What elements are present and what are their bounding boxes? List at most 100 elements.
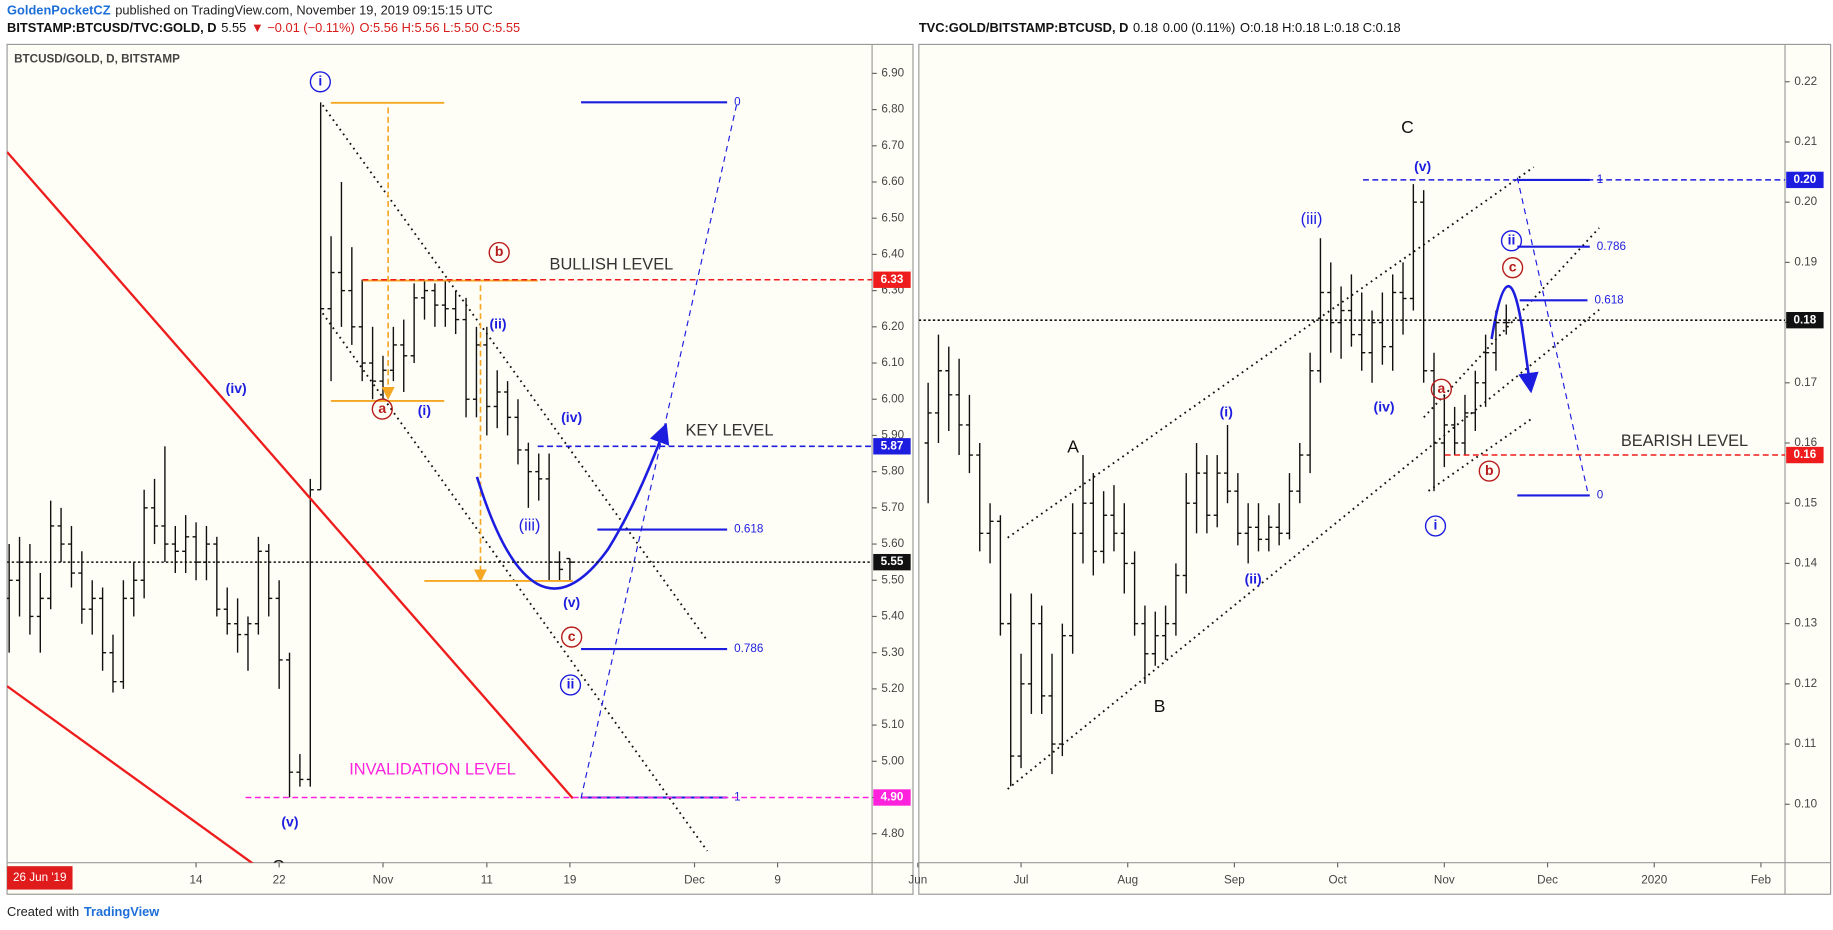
level-label: 0.20 xyxy=(1794,173,1817,186)
y-tick-label: 0.15 xyxy=(1794,496,1817,509)
level-caption: KEY LEVEL xyxy=(686,422,774,440)
y-tick-label: 5.20 xyxy=(881,682,904,695)
ohlc: O:5.56 H:5.56 L:5.50 C:5.55 xyxy=(360,21,521,36)
wave-label: C xyxy=(1401,117,1414,137)
fib-label: 0 xyxy=(734,95,741,108)
level-badge xyxy=(1786,311,1824,329)
wave-label: B xyxy=(1154,696,1166,716)
y-tick-label: 6.80 xyxy=(881,103,904,116)
y-tick-label: 0.17 xyxy=(1794,376,1817,389)
change: ▼ −0.01 (−0.11%) xyxy=(251,21,355,36)
x-tick-label: 19 xyxy=(563,873,576,886)
wave-label: b xyxy=(495,243,504,259)
y-tick-label: 4.80 xyxy=(881,827,904,840)
x-tick-label: 14 xyxy=(190,873,203,886)
wave-label: (iv) xyxy=(1374,399,1395,415)
level-label: 0.18 xyxy=(1794,313,1817,326)
level-badge xyxy=(873,438,911,455)
drawing xyxy=(1007,166,1535,539)
wave-circle xyxy=(1502,257,1524,279)
level-label: 5.87 xyxy=(881,439,904,452)
x-tick-label: Feb xyxy=(1751,873,1771,886)
left-panel xyxy=(6,43,914,895)
wave-label: (i) xyxy=(1220,403,1233,419)
published: published on TradingView.com, November 1… xyxy=(115,3,492,18)
y-tick-label: 0.10 xyxy=(1794,797,1817,810)
level-badge xyxy=(873,553,911,571)
x-tick-label: Jul xyxy=(1014,873,1029,886)
wave-label: a xyxy=(378,400,386,416)
wave-circle xyxy=(1430,378,1452,400)
x-tick-label: Nov xyxy=(1434,873,1455,886)
y-tick-label: 0.20 xyxy=(1794,195,1817,208)
wave-label: c xyxy=(568,628,576,644)
y-tick-label: 0.22 xyxy=(1794,75,1817,88)
wave-label: (iv) xyxy=(561,409,582,425)
wave-circle xyxy=(1478,460,1500,482)
symbol: BITSTAMP:BTCUSD/TVC:GOLD, D xyxy=(7,21,217,36)
wave-label: (iv) xyxy=(226,380,247,396)
footer: Created with TradingView xyxy=(7,904,160,919)
left-quote: BITSTAMP:BTCUSD/TVC:GOLD, D 5.55 ▼ −0.01 (… xyxy=(7,21,520,36)
brand: TradingView xyxy=(84,904,160,919)
y-tick-label: 5.10 xyxy=(881,718,904,731)
chart-title: BTCUSD/GOLD, D, BITSTAMP xyxy=(14,53,180,66)
y-tick-label: 5.60 xyxy=(881,537,904,550)
y-tick-label: 0.11 xyxy=(1794,737,1816,750)
drawing xyxy=(321,312,709,852)
wave-label: A xyxy=(1067,436,1079,456)
y-tick-label: 6.10 xyxy=(881,356,904,369)
x-tick-label: Aug xyxy=(1117,873,1138,886)
plot-area: 00.6180.7861i(iv)(v)a(i)b(ii)(iii)(iv)(v… xyxy=(7,71,873,876)
y-tick-label: 0.19 xyxy=(1794,255,1817,268)
change: 0.00 (0.11%) xyxy=(1163,21,1236,36)
x-tick-label: 2020 xyxy=(1641,873,1667,886)
wave-label: C xyxy=(272,856,285,876)
drawing xyxy=(580,105,738,799)
drawing xyxy=(7,685,254,863)
level-label: 0.16 xyxy=(1794,448,1817,461)
drawing xyxy=(7,151,574,800)
y-tick-label: 5.50 xyxy=(881,573,904,586)
level-label: 6.33 xyxy=(881,273,904,286)
wave-circle xyxy=(559,674,582,696)
fib-label: 0.786 xyxy=(734,642,763,655)
symbol: TVC:GOLD/BITSTAMP:BTCUSD, D xyxy=(919,21,1129,36)
date-label: 26 Jun '19 xyxy=(13,871,66,884)
date-badge xyxy=(7,866,73,890)
level-caption: INVALIDATION LEVEL xyxy=(349,761,516,779)
last-price: 0.18 xyxy=(1133,21,1158,36)
wave-label: b xyxy=(1485,462,1494,478)
level-badge xyxy=(1786,171,1824,189)
wave-label: (v) xyxy=(1414,158,1431,174)
x-tick-label: Jun xyxy=(908,873,927,886)
fib-label: 0 xyxy=(1597,488,1604,501)
y-tick-label: 0.14 xyxy=(1794,557,1817,570)
level-caption: BULLISH LEVEL xyxy=(550,256,674,274)
last-price: 5.55 xyxy=(221,21,246,36)
x-tick-label: 9 xyxy=(774,873,781,886)
y-tick-label: 5.80 xyxy=(881,465,904,478)
y-tick-label: 6.90 xyxy=(881,66,904,79)
level-label: 4.90 xyxy=(881,791,904,804)
author: GoldenPocketCZ xyxy=(7,3,111,18)
y-tick-label: 6.50 xyxy=(881,211,904,224)
fib-label: 0.618 xyxy=(734,523,763,536)
wave-label: i xyxy=(1434,517,1438,533)
y-tick-label: 0.12 xyxy=(1794,677,1817,690)
wave-label: i xyxy=(318,73,322,89)
wave-circle xyxy=(561,626,583,648)
fib-label: 0.786 xyxy=(1597,240,1626,253)
drawing xyxy=(1490,285,1539,394)
wave-circle xyxy=(371,398,393,420)
y-tick-label: 0.13 xyxy=(1794,617,1817,630)
wave-label: (v) xyxy=(281,814,298,830)
wave-circle xyxy=(488,241,510,264)
plot-area: 10.7860.6180C(v)(iii)A(i)(iv)(ii)Babciii… xyxy=(918,117,1786,790)
y-tick-label: 5.70 xyxy=(881,501,904,514)
drawing xyxy=(475,422,670,590)
x-tick-label: Dec xyxy=(684,873,705,886)
